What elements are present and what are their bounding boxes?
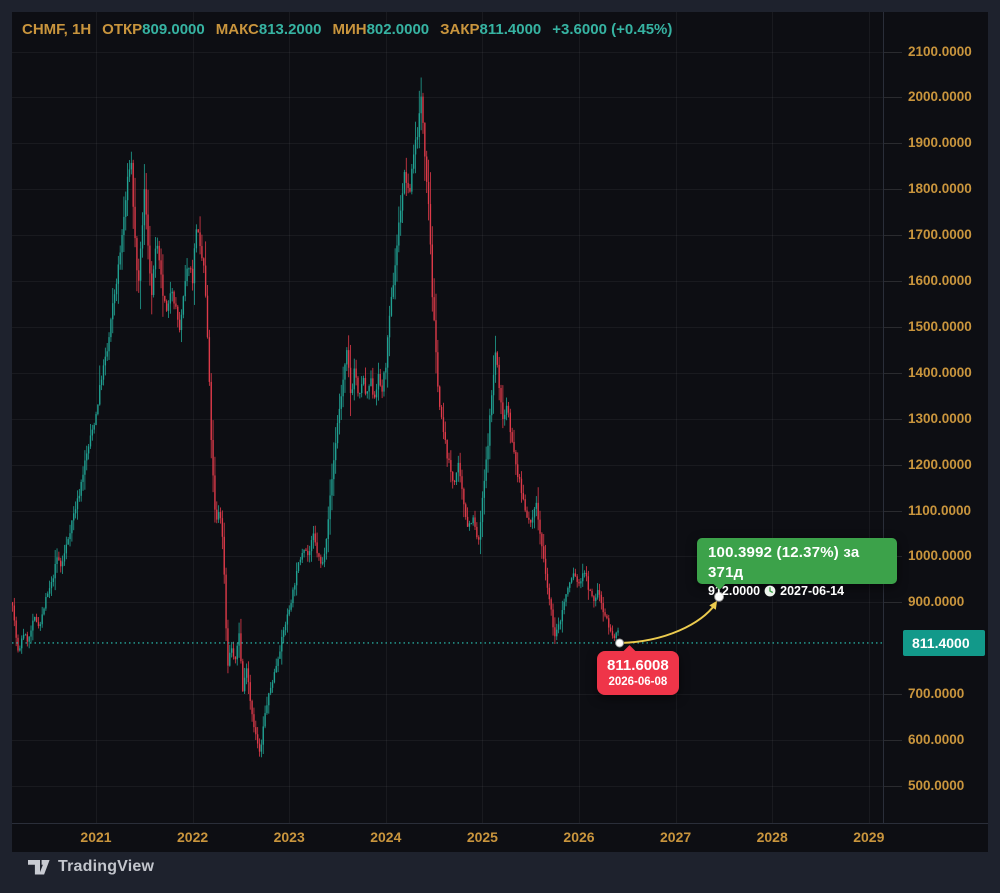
source-date: 2026-06-08 — [608, 676, 668, 688]
price-tick-label: 1800.0000 — [908, 181, 972, 197]
high-pair: МАКС 813.2000 — [216, 21, 322, 38]
close-value: 811.4000 — [479, 21, 542, 38]
time-tick-label: 2021 — [80, 829, 112, 845]
source-price: 811.6008 — [607, 657, 669, 674]
price-chart-canvas[interactable] — [12, 12, 988, 852]
low-pair: МИН 802.0000 — [332, 21, 429, 38]
price-axis[interactable]: 811.4000 2100.0000 2000.0000 1900.0000 1800… — [883, 12, 988, 823]
clock-icon — [764, 585, 776, 597]
price-tick-label: 1300.0000 — [908, 410, 972, 426]
price-tick-label: 1400.0000 — [908, 364, 972, 380]
price-tick-label: 1500.0000 — [908, 318, 972, 334]
tradingview-logo-icon — [28, 859, 50, 874]
forecast-target-row: 912.0000 2027-06-14 — [708, 583, 886, 599]
high-value: 813.2000 — [258, 21, 322, 38]
low-value: 802.0000 — [366, 21, 430, 38]
price-tick-label: 2000.0000 — [908, 89, 972, 105]
time-tick-label: 2023 — [273, 829, 305, 845]
time-tick-label: 2028 — [756, 829, 788, 845]
chart-panel: CHMF, 1Н ОТКР 809.0000 МАКС 813.2000 МИН 80… — [12, 12, 988, 852]
time-tick-label: 2025 — [466, 829, 498, 845]
symbol-interval[interactable]: CHMF, 1Н — [22, 21, 92, 38]
tradingview-logo[interactable]: TradingView — [28, 858, 154, 876]
price-tick-label: 1200.0000 — [908, 456, 972, 472]
last-price-tag: 811.4000 — [903, 629, 985, 656]
time-axis[interactable]: 2021 2022 2023 2024 2025 2026 2027 2028 2029 — [12, 823, 988, 852]
forecast-source-label[interactable]: 811.6008 2026-06-08 — [597, 645, 679, 695]
price-tick-label: 1000.0000 — [908, 548, 972, 564]
price-tick-label: 500.0000 — [908, 777, 965, 793]
open-value: 809.0000 — [142, 21, 205, 38]
price-tick-label: 1900.0000 — [908, 135, 972, 151]
time-tick-label: 2022 — [177, 829, 209, 845]
time-tick-label: 2027 — [660, 829, 692, 845]
price-tick-label: 1700.0000 — [908, 227, 972, 243]
tradingview-logo-text: TradingView — [58, 858, 155, 875]
time-tick-label: 2029 — [853, 829, 885, 845]
time-tick-label: 2024 — [370, 829, 402, 845]
forecast-change-text: 100.3992 (12.37%) за 371д — [708, 544, 860, 581]
ohlc-header: CHMF, 1Н ОТКР 809.0000 МАКС 813.2000 МИН 80… — [22, 21, 672, 38]
high-label: МАКС — [215, 21, 259, 38]
low-label: МИН — [332, 21, 367, 38]
forecast-tooltip[interactable]: 100.3992 (12.37%) за 371д 912.0000 2027-… — [697, 538, 897, 598]
open-label: ОТКР — [102, 21, 143, 38]
change-value: +3.6000 (+0.45%) — [552, 21, 673, 38]
time-tick-label: 2026 — [563, 829, 595, 845]
price-tick-label: 700.0000 — [908, 686, 965, 702]
forecast-target-date: 2027-06-14 — [780, 584, 845, 598]
close-pair: ЗАКР 811.4000 — [440, 21, 541, 38]
close-label: ЗАКР — [440, 21, 480, 38]
open-pair: ОТКР 809.0000 — [102, 21, 205, 38]
price-tick-label: 600.0000 — [908, 732, 965, 747]
price-tick-label: 900.0000 — [908, 594, 965, 610]
price-tick-label: 2100.0000 — [908, 43, 972, 59]
price-tick-label: 1100.0000 — [908, 502, 972, 518]
price-tick-label: 1600.0000 — [908, 273, 972, 288]
